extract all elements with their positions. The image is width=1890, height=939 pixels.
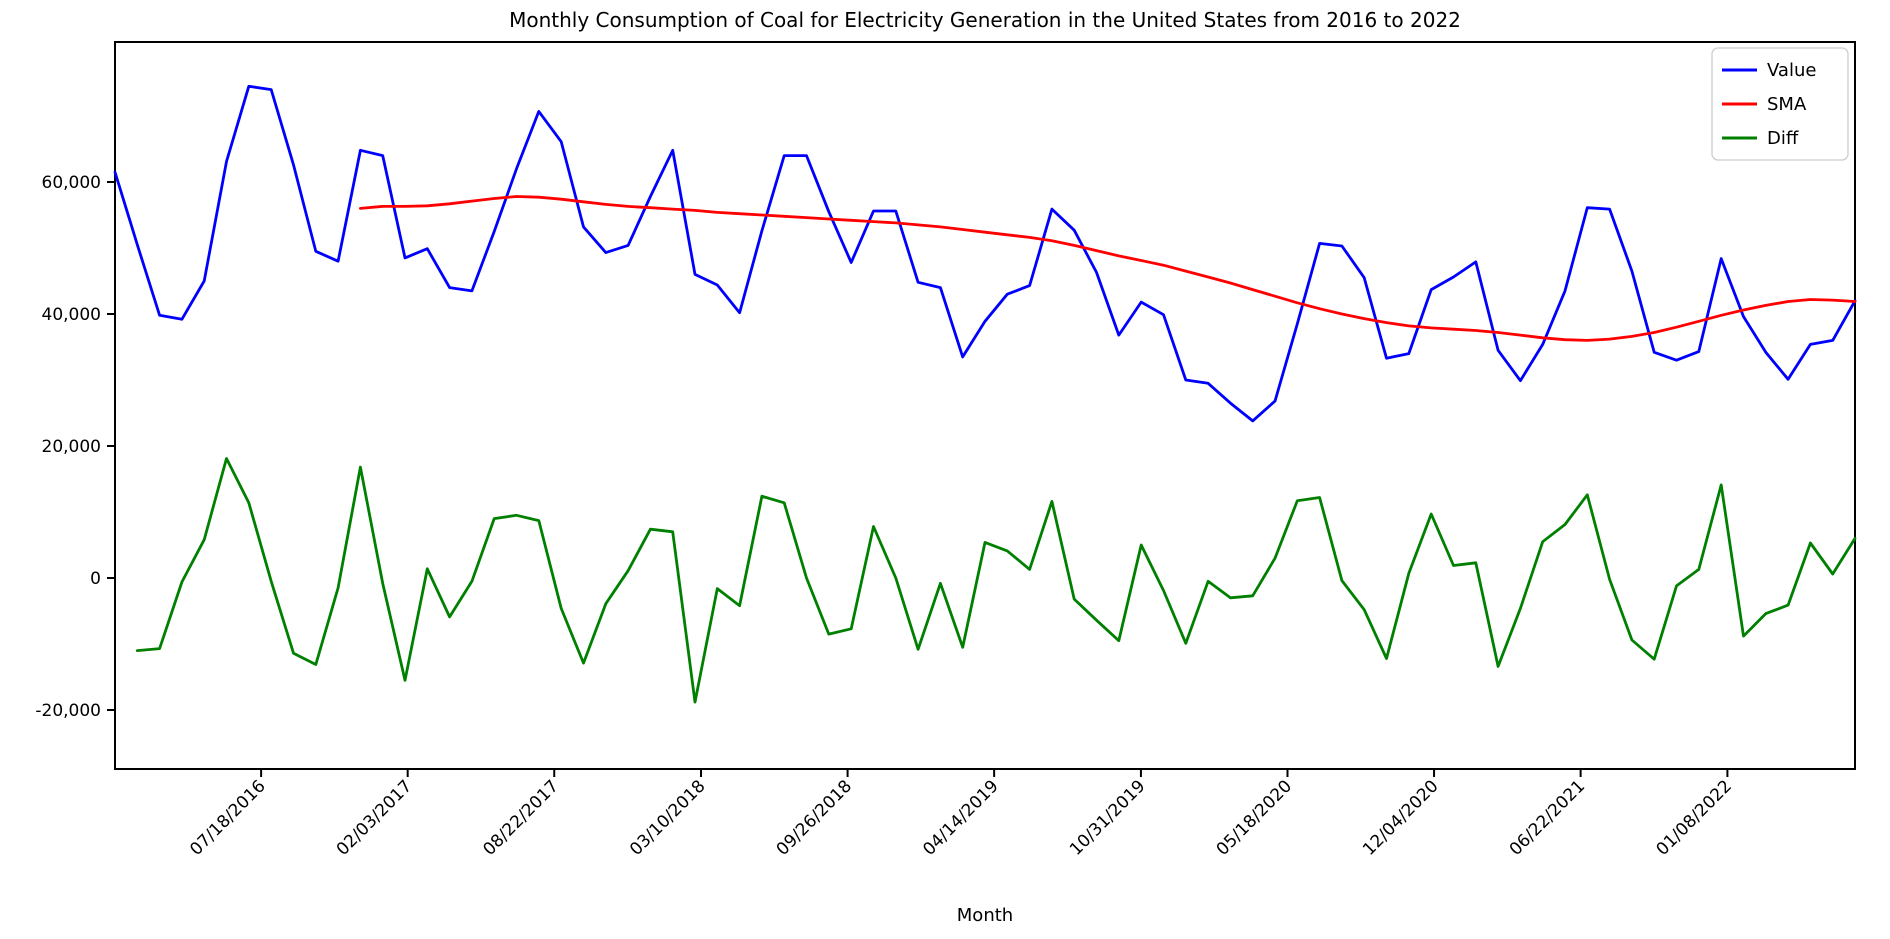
value-line — [113, 84, 1857, 423]
x-axis-label: Month — [956, 905, 1014, 926]
x-tick-label: 02/03/2017 — [333, 776, 416, 859]
x-tick-label: 05/18/2020 — [1213, 776, 1296, 859]
x-tick-label: 01/08/2022 — [1653, 776, 1736, 859]
x-tick-label: 10/31/2019 — [1066, 776, 1149, 859]
diff-line — [135, 457, 1857, 704]
y-tick-label: -20,000 — [35, 701, 101, 721]
y-tick-label: 0 — [90, 569, 101, 589]
x-tick-label: 09/26/2018 — [773, 776, 856, 859]
legend-label-value: Value — [1767, 60, 1816, 81]
y-tick-label: 40,000 — [42, 305, 101, 325]
x-tick-label: 12/04/2020 — [1359, 776, 1442, 859]
x-tick-label: 04/14/2019 — [919, 776, 1002, 859]
y-tick-label: 20,000 — [42, 437, 101, 457]
legend — [1711, 47, 1849, 161]
sma-line — [358, 195, 1857, 342]
chart-title: Monthly Consumption of Coal for Electric… — [509, 8, 1461, 32]
legend-label-sma: SMA — [1767, 94, 1807, 115]
x-tick-label: 08/22/2017 — [479, 776, 562, 859]
plot-border — [114, 41, 1856, 770]
x-tick-label: 06/22/2021 — [1506, 776, 1589, 859]
y-tick-label: 60,000 — [42, 173, 101, 193]
x-tick-label: 07/18/2016 — [186, 776, 269, 859]
legend-label-diff: Diff — [1767, 128, 1799, 149]
x-tick-label: 03/10/2018 — [626, 776, 709, 859]
